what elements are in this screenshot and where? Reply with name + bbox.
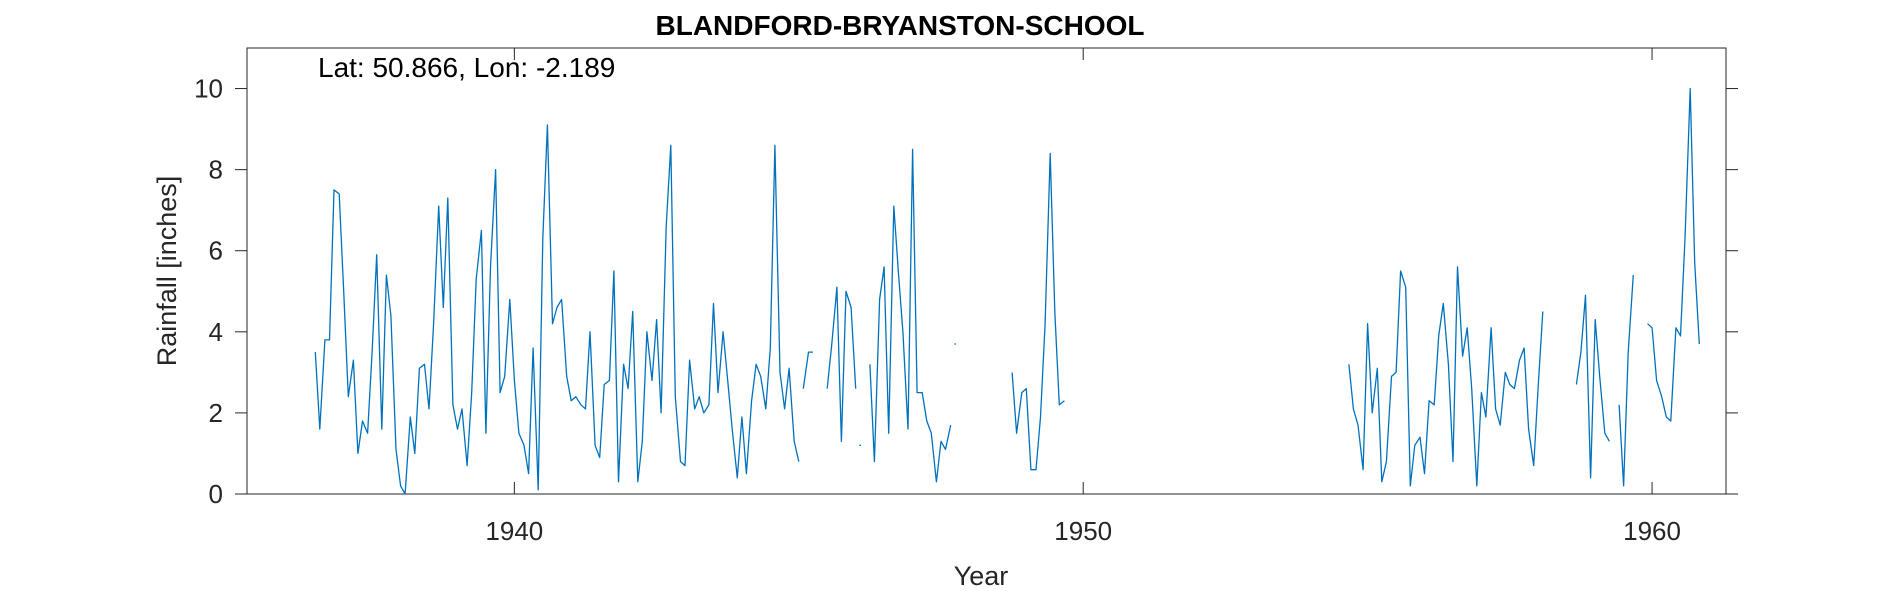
plot-area	[246, 47, 1727, 495]
rainfall-line-segment	[802, 351, 813, 389]
location-annotation: Lat: 50.866, Lon: -2.189	[318, 52, 615, 83]
y-tick-label: 2	[209, 398, 223, 428]
rainfall-line-segment	[1348, 266, 1544, 487]
y-tick-label: 0	[209, 479, 223, 509]
rainfall-line-segment	[314, 124, 800, 495]
axis-tick-labels: 1940 1950 1960 0 2 4 6 8 10	[194, 74, 1681, 546]
x-axis-label: Year	[954, 561, 1009, 591]
rainfall-line-segment	[1618, 275, 1634, 487]
x-tick-label: 1950	[1054, 516, 1112, 546]
x-tick-label: 1940	[485, 516, 543, 546]
y-tick-label: 8	[209, 155, 223, 185]
y-tick-label: 4	[209, 317, 223, 347]
chart-title: BLANDFORD-BRYANSTON-SCHOOL	[656, 10, 1145, 41]
rainfall-line-segment	[1647, 87, 1700, 422]
rainfall-line-segment	[1011, 152, 1065, 471]
y-tick-label: 10	[194, 74, 223, 104]
y-axis-label: Rainfall [inches]	[152, 176, 182, 367]
rainfall-line-segment	[826, 286, 857, 442]
rainfall-series	[314, 87, 1700, 495]
y-tick-label: 6	[209, 236, 223, 266]
rainfall-line-segment	[869, 148, 952, 483]
axis-ticks	[235, 48, 1738, 495]
rainfall-line-segment	[1575, 294, 1610, 479]
x-tick-label: 1960	[1623, 516, 1681, 546]
